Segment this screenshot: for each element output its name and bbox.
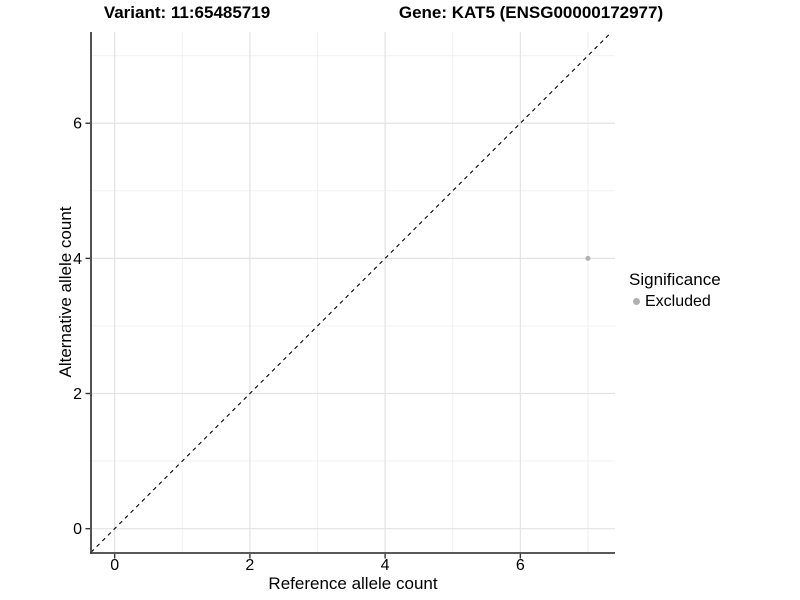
x-tick-label: 6: [516, 557, 525, 574]
x-tick-label: 4: [381, 557, 390, 574]
identity-line: [90, 31, 613, 553]
legend-entry-excluded: Excluded: [629, 292, 721, 311]
x-tick-label: 0: [110, 557, 119, 574]
y-tick-label: 4: [73, 251, 82, 268]
plot-title-gene: Gene: KAT5 (ENSG00000172977): [398, 3, 664, 22]
legend-entry-label: Excluded: [645, 293, 711, 310]
data-point: [585, 255, 591, 261]
legend-key-dot: [633, 298, 640, 305]
y-tick-label: 2: [73, 386, 82, 403]
y-tick-label: 0: [73, 521, 82, 538]
x-axis-label: Reference allele count: [268, 574, 438, 593]
plot-title-variant: Variant: 11:65485719: [103, 3, 271, 22]
x-tick-label: 2: [245, 557, 254, 574]
legend-title: Significance: [629, 270, 721, 289]
y-axis-label: Alternative allele count: [56, 206, 75, 378]
y-tick-label: 6: [73, 116, 82, 133]
legend: Significance Excluded: [629, 269, 721, 311]
